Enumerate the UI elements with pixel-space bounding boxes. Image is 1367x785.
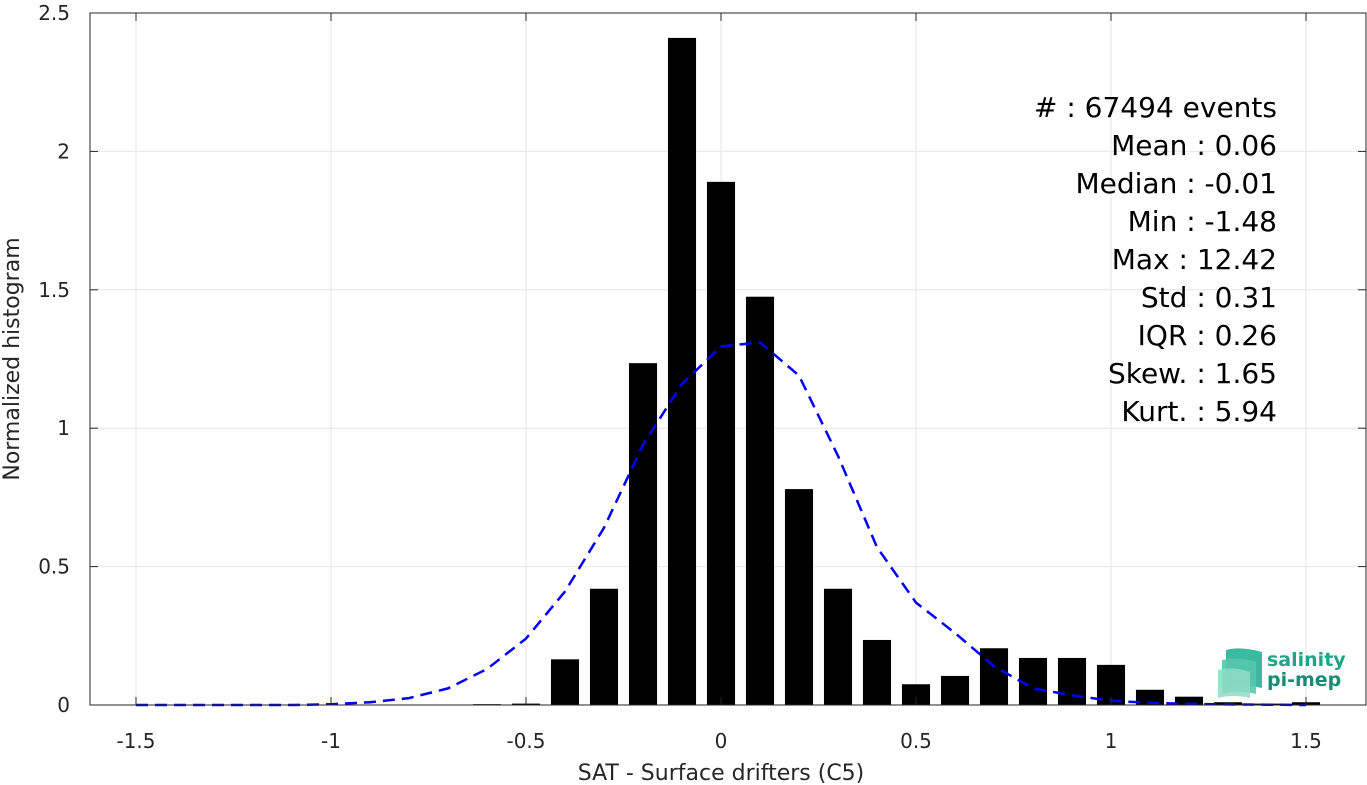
y-axis-title: Normalized histogram [0, 237, 25, 480]
y-tick-label: 2 [57, 139, 70, 163]
histogram-bar [901, 684, 931, 705]
histogram-bar [823, 588, 853, 705]
x-tick-label: -0.5 [506, 729, 545, 753]
histogram-bar [589, 588, 619, 705]
logo-line-2: pi-mep [1267, 669, 1341, 691]
y-tick-label: 0 [57, 693, 70, 717]
x-axis-title: SAT - Surface drifters (C5) [578, 761, 865, 785]
histogram-bar [706, 181, 736, 705]
stats-line: IQR : 0.26 [1138, 319, 1277, 352]
y-tick-label: 1.5 [38, 278, 70, 302]
stats-line: Max : 12.42 [1112, 243, 1277, 276]
y-tick-labels: 0 0.5 1 1.5 2 2.5 [38, 1, 70, 717]
histogram-bar [784, 489, 814, 705]
x-tick-label: 1 [1105, 729, 1118, 753]
histogram-bar [940, 675, 970, 705]
stats-box: # : 67494 events Mean : 0.06 Median : -0.0… [1034, 91, 1277, 428]
histogram-bar [628, 363, 658, 705]
y-tick-label: 0.5 [38, 555, 70, 579]
stats-line: Kurt. : 5.94 [1121, 395, 1277, 428]
histogram-bar [1135, 689, 1165, 705]
x-tick-label: -1 [321, 729, 341, 753]
histogram-bar [667, 37, 697, 706]
waves-icon [1218, 648, 1262, 698]
stats-line: Mean : 0.06 [1111, 129, 1277, 162]
x-tick-labels: -1.5 -1 -0.5 0 0.5 1 1.5 [116, 729, 1321, 753]
y-tick-label: 2.5 [38, 1, 70, 25]
axis-ticks [90, 12, 1366, 706]
histogram-bar [745, 296, 775, 705]
stats-line: Skew. : 1.65 [1108, 357, 1277, 390]
plot-frame [89, 12, 1367, 706]
histogram-bars [472, 37, 1321, 706]
x-tick-label: 1.5 [1290, 729, 1322, 753]
histogram-bar [979, 648, 1009, 705]
stats-line: Std : 0.31 [1141, 281, 1277, 314]
histogram-bar [550, 659, 580, 705]
stats-line: Median : -0.01 [1075, 167, 1277, 200]
stats-line: # : 67494 events [1034, 91, 1277, 124]
x-tick-label: 0 [715, 729, 728, 753]
logo-line-1: salinity [1267, 649, 1346, 671]
histogram-bar [1018, 657, 1048, 705]
stats-line: Min : -1.48 [1128, 205, 1277, 238]
y-tick-label: 1 [57, 416, 70, 440]
x-tick-label: 0.5 [900, 729, 932, 753]
x-tick-label: -1.5 [116, 729, 155, 753]
histogram-bar [1174, 696, 1204, 705]
histogram-bar [862, 639, 892, 705]
salinity-pi-mep-logo: salinity pi-mep [1218, 648, 1346, 698]
